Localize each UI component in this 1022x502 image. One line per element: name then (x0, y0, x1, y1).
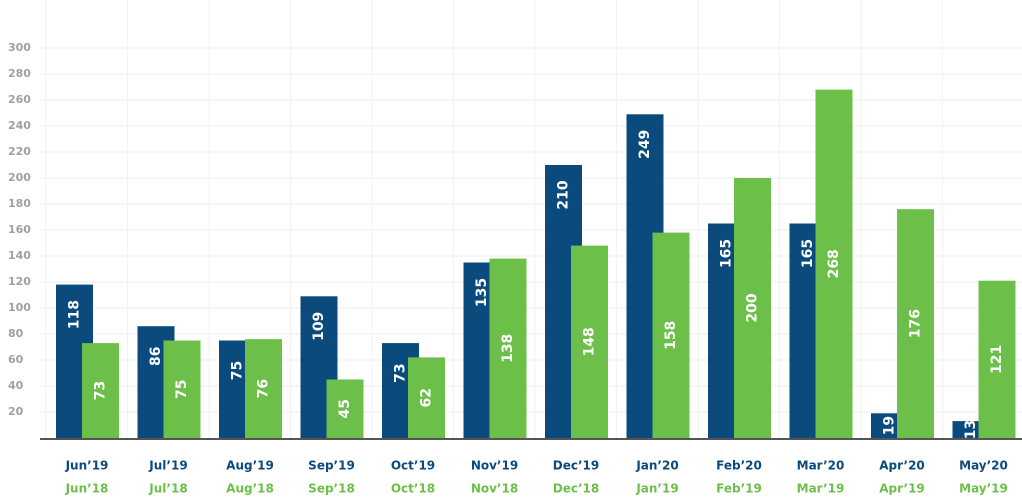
value-label: 118 (67, 300, 83, 329)
bar (408, 357, 445, 438)
value-label: 75 (230, 361, 246, 380)
y-tick-label: 200 (8, 171, 31, 184)
x-tick-label-prior: May’19 (959, 482, 1008, 496)
y-tick-label: 40 (8, 379, 24, 392)
y-tick-label: 20 (8, 405, 24, 418)
value-label: 268 (826, 249, 842, 278)
y-tick-label: 120 (8, 275, 31, 288)
x-tick-label-prior: Aug’18 (226, 482, 274, 496)
y-tick-label: 100 (8, 301, 31, 314)
x-tick-label: Dec’19 (553, 459, 599, 473)
x-tick-label-prior: Jun’18 (65, 482, 109, 496)
y-tick-label: 220 (8, 145, 31, 158)
value-label: 148 (582, 327, 598, 356)
value-label: 210 (556, 180, 572, 209)
x-tick-label-prior: Apr’19 (879, 482, 925, 496)
y-tick-label: 140 (8, 249, 31, 262)
x-tick-label: Nov’19 (471, 459, 518, 473)
bar (652, 232, 690, 438)
value-label: 165 (800, 239, 816, 268)
value-label: 165 (719, 239, 735, 268)
x-tick-label-prior: Nov’18 (471, 482, 518, 496)
value-label: 158 (663, 321, 679, 350)
value-label: 76 (256, 379, 272, 398)
x-tick-label: May’20 (959, 459, 1008, 473)
value-label: 13 (963, 420, 979, 439)
bar (815, 89, 853, 438)
x-tick-label-prior: Jul’18 (148, 482, 187, 496)
value-label: 73 (393, 363, 409, 382)
value-label: 62 (419, 388, 435, 407)
bar (326, 379, 364, 438)
x-tick-label: Jan’20 (635, 459, 678, 473)
x-tick-label: Sep’19 (308, 459, 355, 473)
value-label: 200 (745, 293, 761, 322)
x-tick-label: Feb’20 (716, 459, 762, 473)
bar (163, 340, 201, 438)
x-tick-label: Mar’20 (797, 459, 845, 473)
x-tick-label: Oct’19 (391, 459, 435, 473)
y-tick-label: 260 (8, 93, 31, 106)
x-tick-label: Aug’19 (226, 459, 274, 473)
y-tick-label: 300 (8, 41, 31, 54)
value-label: 45 (337, 399, 353, 418)
x-tick-label: Jul’19 (148, 459, 187, 473)
value-label: 75 (174, 380, 190, 399)
bar (571, 245, 608, 438)
x-tick-label-prior: Mar’19 (797, 482, 845, 496)
value-label: 109 (311, 312, 327, 341)
x-tick-label: Jun’19 (65, 459, 109, 473)
x-tick-label-prior: Jan’19 (635, 482, 678, 496)
y-tick-label: 180 (8, 197, 31, 210)
x-tick-label-prior: Feb’19 (716, 482, 762, 496)
value-label: 176 (908, 309, 924, 338)
x-tick-label: Apr’20 (879, 459, 925, 473)
y-tick-label: 160 (8, 223, 31, 236)
bar (897, 209, 934, 438)
y-tick-label: 80 (8, 327, 24, 340)
bar (978, 280, 1016, 438)
y-tick-label: 280 (8, 67, 31, 80)
bar (734, 178, 771, 438)
value-label: 86 (148, 346, 164, 365)
y-tick-label: 240 (8, 119, 31, 132)
bar (489, 258, 527, 438)
x-tick-label-prior: Oct’18 (391, 482, 435, 496)
value-label: 135 (474, 278, 490, 307)
value-label: 19 (882, 416, 898, 435)
value-label: 138 (500, 334, 516, 363)
x-tick-label-prior: Dec’18 (553, 482, 599, 496)
value-label: 249 (637, 130, 653, 159)
bar (82, 343, 119, 438)
value-label: 121 (989, 345, 1005, 374)
value-label: 73 (93, 381, 109, 400)
y-tick-label: 60 (8, 353, 24, 366)
bar (245, 339, 282, 438)
x-tick-label-prior: Sep’18 (308, 482, 355, 496)
